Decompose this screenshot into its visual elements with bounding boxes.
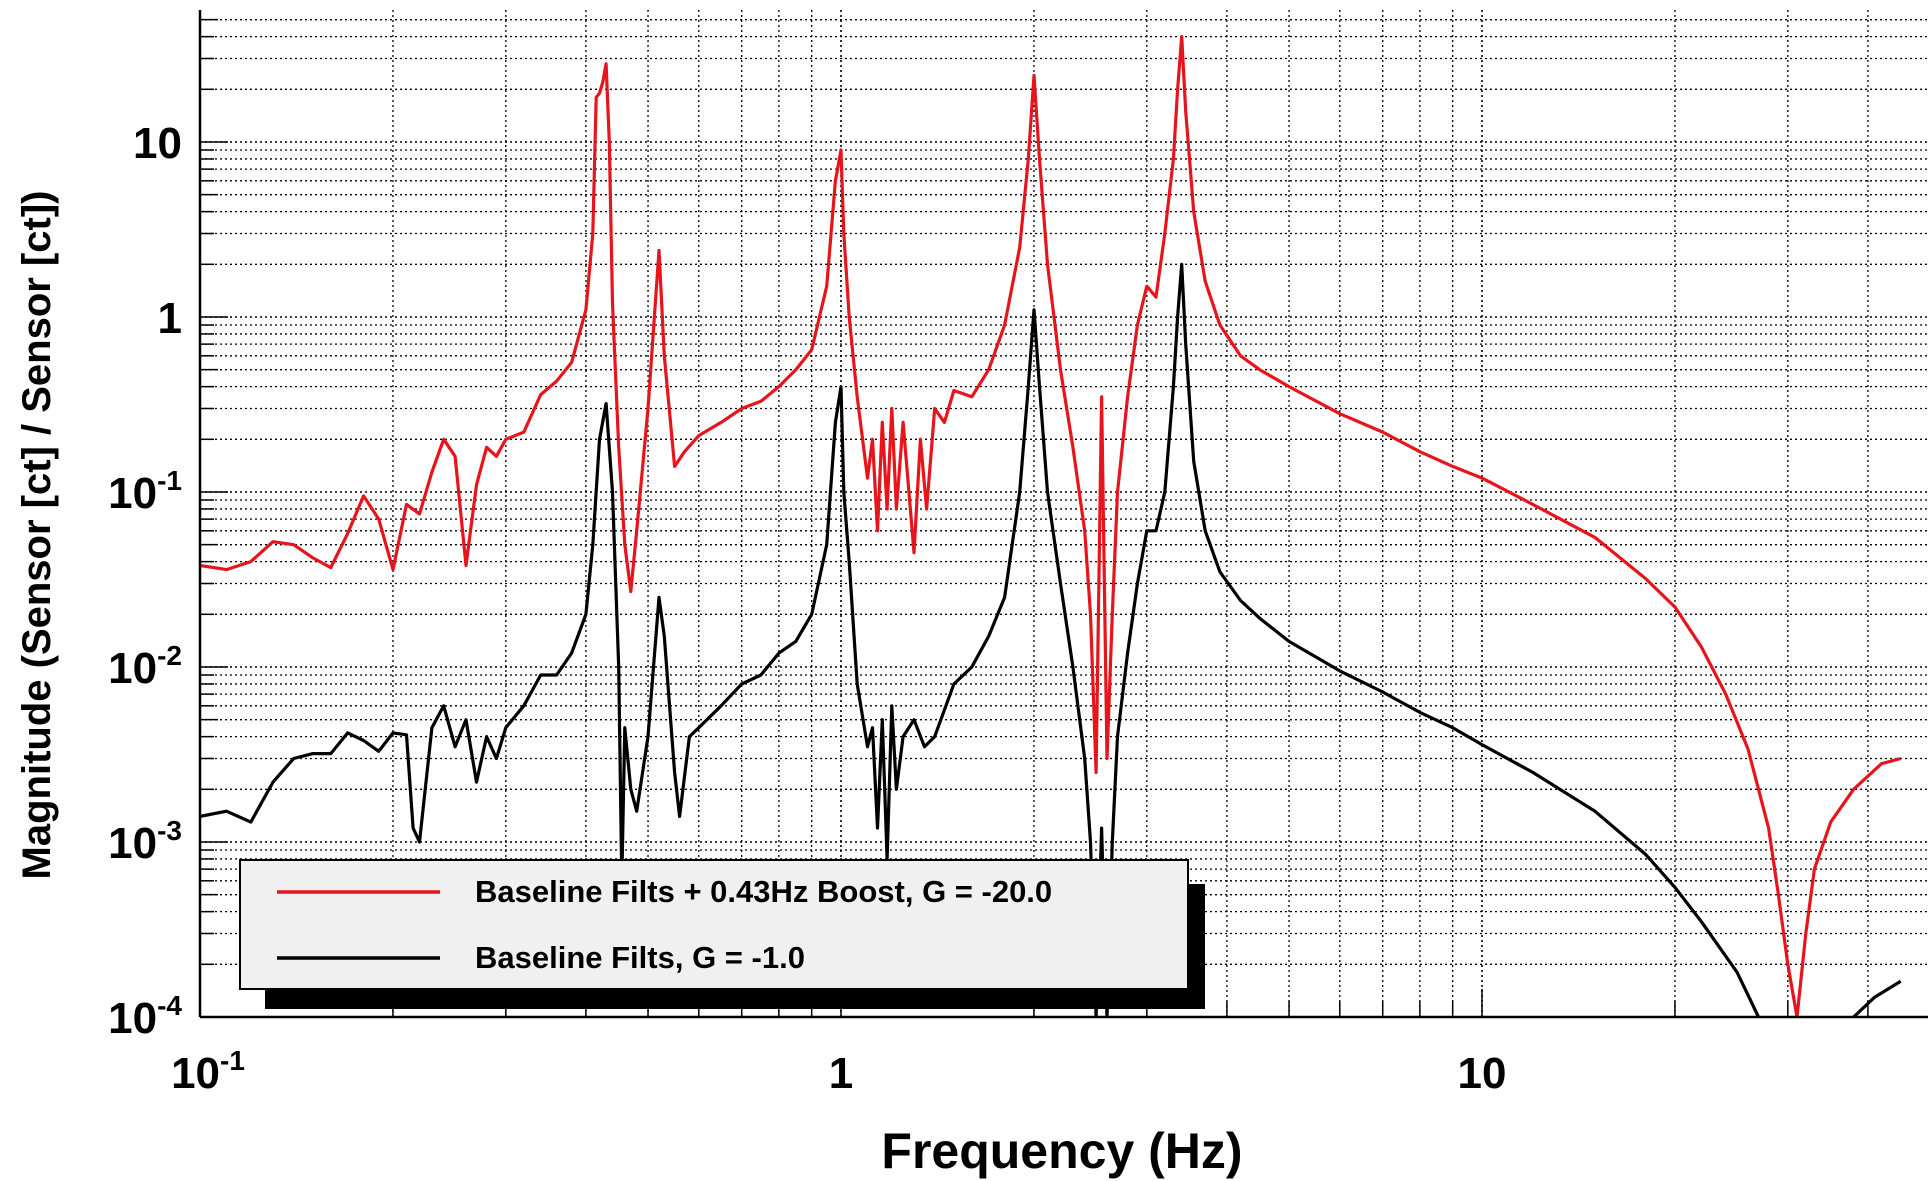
legend-label-black: Baseline Filts, G = -1.0 bbox=[475, 940, 805, 975]
axes bbox=[198, 10, 1928, 1019]
series-line-2 bbox=[1851, 979, 1902, 1017]
y-tick-label: 10-2 bbox=[108, 640, 182, 693]
y-tick-label: 10 bbox=[133, 119, 182, 168]
y-tick-label: 10-3 bbox=[108, 815, 182, 868]
x-tick-labels: 10-1 1 10 bbox=[171, 1045, 1506, 1098]
series-layer bbox=[200, 35, 1902, 1017]
grid-lines bbox=[199, 10, 1928, 1018]
x-tick-label: 10 bbox=[1458, 1049, 1507, 1098]
y-tick-label: 10-1 bbox=[108, 465, 182, 518]
x-tick-label: 10-1 bbox=[171, 1045, 245, 1098]
series-line-1 bbox=[200, 262, 1761, 1017]
legend-label-red: Baseline Filts + 0.43Hz Boost, G = -20.0 bbox=[475, 874, 1052, 909]
legend-box bbox=[239, 859, 1189, 990]
series-line-0 bbox=[200, 35, 1902, 1017]
y-tick-labels: 10 1 10-1 10-2 10-3 10-4 bbox=[108, 119, 182, 1043]
y-axis-title: Magnitude (Sensor [ct] / Sensor [ct]) bbox=[15, 191, 59, 880]
y-tick-label: 10-4 bbox=[108, 990, 182, 1043]
legend: Baseline Filts + 0.43Hz Boost, G = -20.0… bbox=[239, 859, 1205, 1009]
y-tick-label: 1 bbox=[158, 294, 182, 343]
x-axis-title: Frequency (Hz) bbox=[881, 1123, 1242, 1179]
x-tick-label: 1 bbox=[829, 1049, 853, 1098]
